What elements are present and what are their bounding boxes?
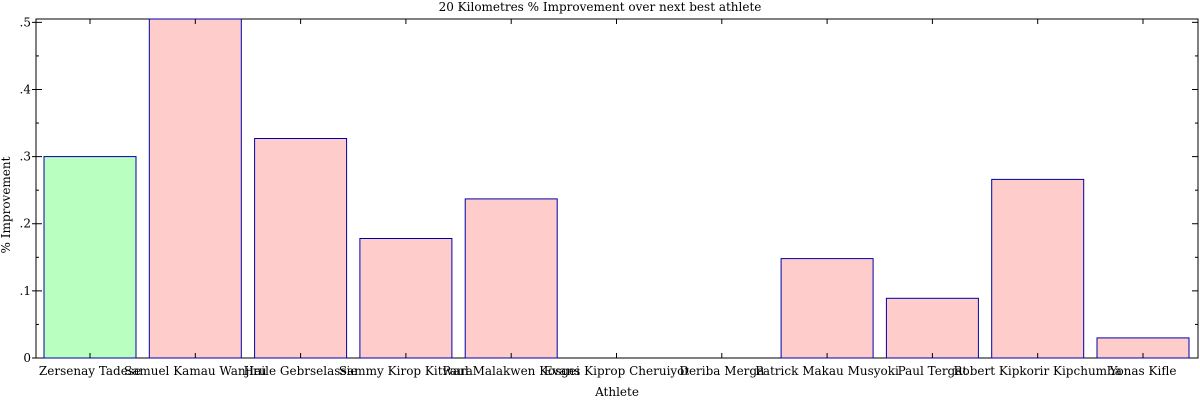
x-tick-label: Paul Malakwen Kosgei [443, 364, 581, 378]
bar [359, 238, 453, 359]
x-tick-label: Zersenay Tadese [39, 364, 141, 378]
x-tick-label: Paul Tergat [898, 364, 968, 378]
y-tick-label: .5 [20, 15, 31, 29]
x-tick-label: Evans Kiprop Cheruiyot [544, 364, 690, 378]
y-tick-label: .4 [20, 82, 32, 96]
x-tick-label: Robert Kipkorir Kipchumba [953, 364, 1121, 378]
y-tick-label: .2 [20, 217, 31, 231]
x-tick-label: Sammy Kirop Kitwara [339, 364, 473, 378]
bar [464, 198, 558, 359]
y-tick-label: .3 [20, 150, 31, 164]
x-axis-label: Athlete [594, 385, 639, 399]
y-axis-label: % Improvement [0, 156, 13, 253]
x-tick-label: Samuel Kamau Wanjiru [124, 364, 267, 378]
chart-title: 20 Kilometres % Improvement over next be… [439, 0, 762, 14]
bars-group [43, 18, 1190, 359]
x-tick-label: Patrick Makau Musyoki [755, 364, 899, 378]
bar [780, 258, 874, 359]
bar [254, 138, 348, 359]
y-tick-label: .1 [20, 284, 31, 298]
x-tick-label: Haile Gebrselassie [244, 364, 358, 378]
bar [148, 18, 242, 359]
y-axis-ticks: 0 .1 .2 .3 .4 .5 [20, 15, 1198, 365]
x-tick-label: Yonas Kifle [1109, 364, 1177, 378]
x-tick-label: Deriba Merga [679, 364, 764, 378]
bar [43, 156, 137, 359]
bar [991, 178, 1085, 359]
bar [885, 297, 979, 359]
y-tick-label: 0 [23, 351, 31, 365]
